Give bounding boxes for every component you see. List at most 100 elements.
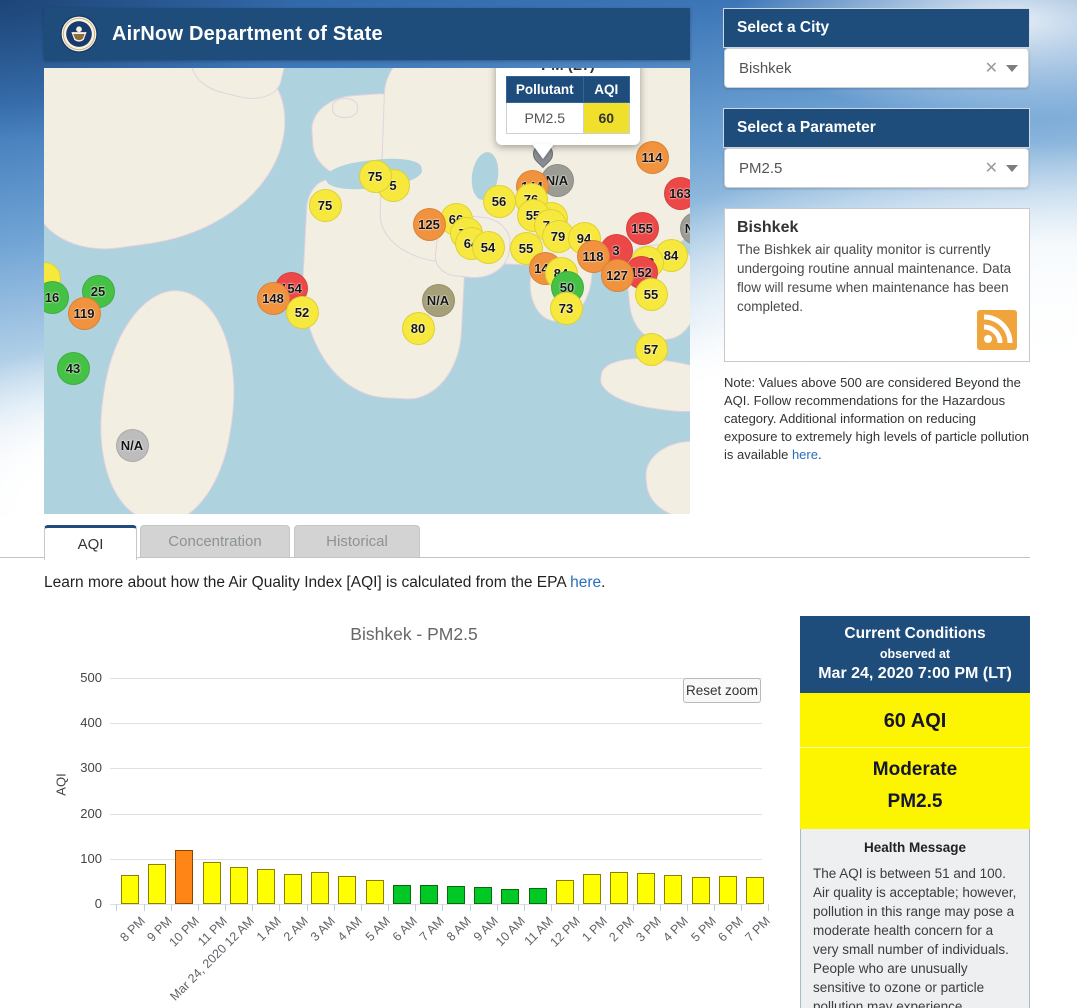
aqi-marker[interactable]: 52	[285, 295, 319, 329]
grid-line	[110, 858, 762, 860]
observed-at-label: observed at	[879, 647, 951, 661]
chart-plot-area: 0 100 200 300 400 500 8 PM 9 PM 10 PM 11 PM Mar 24…	[44, 612, 789, 1008]
x-tick-mark	[197, 904, 199, 911]
current-aqi-category: Moderate	[800, 747, 1030, 781]
aqi-marker[interactable]: 79	[541, 219, 575, 253]
aqi-marker[interactable]: 57	[634, 332, 668, 366]
chart-title: Bishkek - PM2.5	[350, 624, 478, 644]
aqi-marker[interactable]: 127	[600, 258, 634, 292]
tab-concentration[interactable]: Concentration	[140, 525, 290, 557]
chart-bar[interactable]	[528, 888, 547, 904]
x-tick-mark	[741, 904, 743, 911]
aqi-marker[interactable]: N/A	[421, 283, 455, 317]
aqi-marker[interactable]: 55	[634, 277, 668, 311]
city-select[interactable]: Bishkek ✕	[724, 48, 1029, 88]
chart-bar[interactable]	[718, 875, 737, 904]
chart-bar[interactable]	[365, 880, 384, 904]
x-tick-mark	[578, 904, 580, 911]
aqi-marker[interactable]: 75	[358, 159, 392, 193]
chart-bar[interactable]	[610, 872, 629, 904]
aqi-marker[interactable]: 155	[625, 211, 659, 245]
tooltip-aqi-value: 60	[582, 102, 631, 134]
tooltip-table: Pollutant AQI PM2.5 60	[506, 76, 631, 134]
chart-bar[interactable]	[121, 874, 139, 904]
x-tick-mark	[170, 904, 172, 911]
chart-bar[interactable]	[202, 861, 221, 904]
chart-bar[interactable]	[284, 873, 303, 904]
learn-more-text: Learn more about how the Air Quality Ind…	[44, 574, 605, 592]
aqi-marker[interactable]: 118	[576, 239, 610, 273]
x-tick-mark	[225, 904, 227, 911]
info-card-title: Bishkek	[737, 219, 799, 236]
y-tick-label: 100	[80, 850, 102, 866]
chart-bar[interactable]	[474, 886, 493, 904]
reset-zoom-button[interactable]: Reset zoom	[683, 678, 761, 703]
chart-bar[interactable]	[447, 886, 466, 904]
epa-here-link[interactable]: here	[570, 574, 602, 591]
map-tooltip: PM (LT) Pollutant AQI PM2.5 60	[496, 68, 640, 159]
rss-icon[interactable]	[977, 310, 1017, 350]
health-message-body: The AQI is between 51 and 100. Air quali…	[813, 866, 1017, 1008]
tab-aqi[interactable]: AQI	[44, 525, 137, 560]
aqi-marker[interactable]: N/A	[679, 211, 690, 245]
aqi-marker[interactable]: 75	[308, 188, 342, 222]
aqi-marker[interactable]: 25	[81, 274, 115, 308]
parameter-clear-icon[interactable]: ✕	[984, 160, 998, 177]
city-clear-icon[interactable]: ✕	[984, 60, 998, 77]
info-card-body: The Bishkek air quality monitor is curre…	[737, 242, 1011, 314]
chart-bar[interactable]	[392, 885, 411, 904]
city-chevron-down-icon[interactable]	[1006, 64, 1018, 72]
x-tick-mark	[686, 904, 688, 911]
aqi-marker[interactable]: N/A	[115, 428, 149, 462]
city-select-value: Bishkek	[739, 59, 792, 77]
parameter-chevron-down-icon[interactable]	[1006, 164, 1018, 172]
note-here-link[interactable]: here	[791, 447, 818, 462]
aqi-marker[interactable]: 16	[44, 280, 69, 314]
chart-bar[interactable]	[419, 885, 438, 904]
aqi-marker[interactable]: 43	[56, 351, 90, 385]
marker-layer: 57575114163N/A14476566612535557671155799…	[44, 68, 690, 514]
chart-bar[interactable]	[175, 849, 194, 904]
chart-bar[interactable]	[229, 866, 248, 904]
aqi-marker[interactable]: 125	[412, 207, 446, 241]
x-tick-mark	[496, 904, 498, 911]
parameter-select[interactable]: PM2.5 ✕	[724, 148, 1029, 188]
chart-bar[interactable]	[745, 876, 764, 904]
chart-bar[interactable]	[338, 876, 357, 904]
x-tick-mark	[116, 904, 118, 911]
x-tick-mark	[714, 904, 716, 911]
current-conditions-title: Current Conditions	[844, 625, 986, 642]
grid-line	[110, 678, 762, 679]
x-tick-mark	[659, 904, 661, 911]
chart-bar[interactable]	[501, 889, 520, 904]
aqi-marker[interactable]: 54	[471, 230, 505, 264]
note-text: Note: Values above 500 are considered Be…	[724, 374, 1030, 464]
chart-bar[interactable]	[637, 872, 656, 904]
x-tick-mark	[469, 904, 471, 911]
parameter-select-value: PM2.5	[739, 159, 783, 177]
aqi-marker[interactable]: 114	[635, 140, 669, 174]
aqi-marker[interactable]: 119	[67, 296, 101, 330]
aqi-marker[interactable]: 80	[401, 311, 435, 345]
aqi-marker[interactable]: 163	[663, 176, 690, 210]
tooltip-pointer	[532, 144, 554, 159]
select-parameter-header: Select a Parameter	[723, 108, 1030, 148]
chart-bar[interactable]	[148, 864, 167, 904]
tab-historical[interactable]: Historical	[294, 525, 420, 557]
aqi-marker[interactable]: 73	[549, 291, 583, 325]
chart-bar[interactable]	[256, 868, 275, 904]
chart-bar[interactable]	[582, 873, 601, 904]
chart-bar[interactable]	[311, 872, 330, 904]
chart-bar[interactable]	[555, 879, 574, 904]
learn-more-prefix: Learn more about how the Air Quality Ind…	[44, 574, 571, 591]
x-tick-mark	[632, 904, 634, 911]
chart-bar[interactable]	[664, 875, 683, 904]
chart-bar[interactable]	[691, 876, 710, 904]
aqi-marker[interactable]: 148	[256, 281, 290, 315]
tooltip-title-clipped: PM (LT)	[496, 68, 640, 74]
aqi-marker[interactable]: 56	[482, 184, 516, 218]
department-of-state-seal-icon	[60, 15, 98, 53]
world-map[interactable]: 57575114163N/A14476566612535557671155799…	[44, 68, 690, 514]
app-title: AirNow Department of State	[112, 22, 383, 45]
